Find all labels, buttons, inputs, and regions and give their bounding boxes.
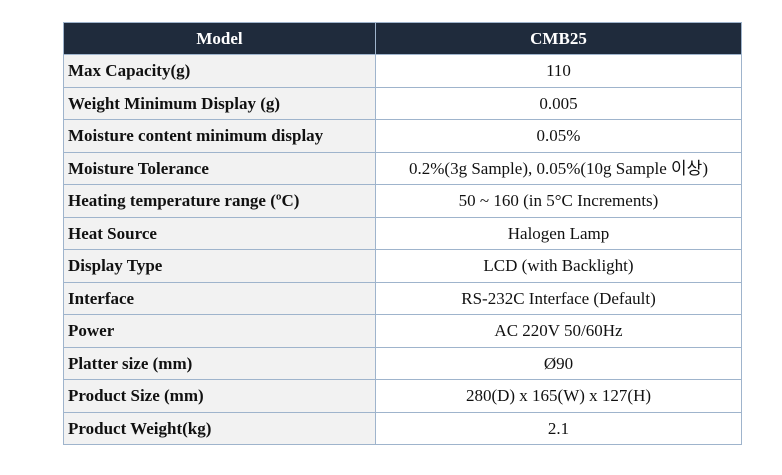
header-cell: Model (63, 22, 376, 55)
spec-label: Product Weight(kg) (63, 411, 376, 445)
spec-row: Moisture Tolerance 0.2%(3g Sample), 0.05%… (63, 151, 742, 185)
spec-row: Weight Minimum Display (g) 0.005 (63, 86, 742, 120)
spec-label: Weight Minimum Display (g) (63, 86, 376, 120)
spec-row: Display Type LCD (with Backlight) (63, 249, 742, 283)
spec-row: Interface RS-232C Interface (Default) (63, 281, 742, 315)
spec-row: Product Weight(kg) 2.1 (63, 411, 742, 445)
spec-row: Max Capacity(g) 110 (63, 54, 742, 88)
spec-label: Moisture Tolerance (63, 151, 376, 185)
spec-value: 280(D) x 165(W) x 127(H) (375, 379, 742, 413)
spec-label: Platter size (mm) (63, 346, 376, 380)
spec-value: Halogen Lamp (375, 216, 742, 250)
spec-row: Product Size (mm) 280(D) x 165(W) x 127(H… (63, 379, 742, 413)
spec-value: LCD (with Backlight) (375, 249, 742, 283)
spec-value: 2.1 (375, 411, 742, 445)
spec-value: 0.2%(3g Sample), 0.05%(10g Sample 이상) (375, 151, 742, 185)
spec-row: Platter size (mm) Ø90 (63, 346, 742, 380)
spec-label: Heating temperature range (ºC) (63, 184, 376, 218)
spec-label: Moisture content minimum display (63, 119, 376, 153)
spec-value: RS-232C Interface (Default) (375, 281, 742, 315)
spec-label: Power (63, 314, 376, 348)
header-row: Model CMB25 (63, 22, 742, 55)
spec-label: Max Capacity(g) (63, 54, 376, 88)
spec-value: 0.05% (375, 119, 742, 153)
spec-row: Heat Source Halogen Lamp (63, 216, 742, 250)
table-body: Max Capacity(g) 110 Weight Minimum Display… (63, 54, 742, 445)
spec-value: 110 (375, 54, 742, 88)
spec-table: Model CMB25 Max Capacity(g) 110 Weight Min… (63, 22, 742, 445)
spec-value: 50 ~ 160 (in 5°C Increments) (375, 184, 742, 218)
spec-row: Moisture content minimum display 0.05% (63, 119, 742, 153)
header-cell: CMB25 (375, 22, 742, 55)
spec-label: Display Type (63, 249, 376, 283)
spec-value: AC 220V 50/60Hz (375, 314, 742, 348)
table-head: Model CMB25 (63, 22, 742, 55)
spec-value: 0.005 (375, 86, 742, 120)
spec-label: Heat Source (63, 216, 376, 250)
spec-row: Heating temperature range (ºC) 50 ~ 160 (… (63, 184, 742, 218)
spec-value: Ø90 (375, 346, 742, 380)
spec-label: Product Size (mm) (63, 379, 376, 413)
spec-label: Interface (63, 281, 376, 315)
spec-row: Power AC 220V 50/60Hz (63, 314, 742, 348)
